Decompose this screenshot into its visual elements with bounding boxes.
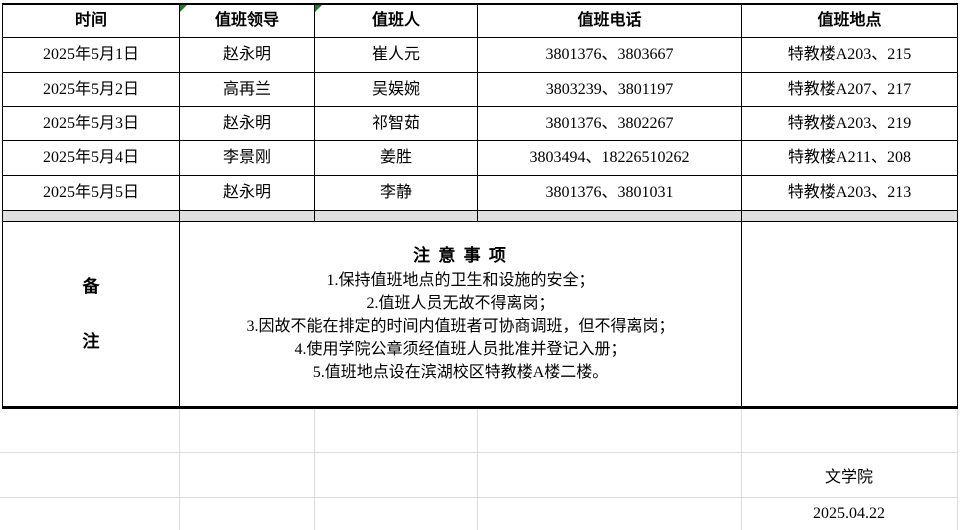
note-item-3: 3.因故不能在排定的时间内值班者可协商调班，但不得离岗；: [246, 318, 675, 335]
cell-leader[interactable]: 赵永明: [180, 107, 315, 141]
cell-person[interactable]: 姜胜: [315, 141, 478, 176]
cell-leader[interactable]: 赵永明: [180, 38, 315, 73]
remarks-empty-cell[interactable]: [742, 222, 958, 407]
cell-phone[interactable]: 3803239、3801197: [478, 73, 742, 107]
gridline-vertical: [477, 409, 478, 530]
gridline-horizontal: [0, 452, 958, 453]
cell-person[interactable]: 祁智茹: [315, 107, 478, 141]
notes-title: 注 意 事 项: [413, 246, 508, 265]
spacer-cell[interactable]: [3, 211, 180, 222]
issue-date-cell[interactable]: 2025.04.22: [741, 497, 957, 530]
cell-location[interactable]: 特教楼A203、215: [742, 38, 958, 73]
header-cell-phone[interactable]: 值班电话: [478, 5, 742, 38]
cell-date[interactable]: 2025年5月5日: [3, 176, 180, 211]
cell-location[interactable]: 特教楼A211、208: [742, 141, 958, 176]
cell-location[interactable]: 特教楼A203、219: [742, 107, 958, 141]
cell-phone[interactable]: 3801376、3803667: [478, 38, 742, 73]
spacer-cell[interactable]: [742, 211, 958, 222]
cell-date[interactable]: 2025年5月3日: [3, 107, 180, 141]
issuer-name: 文学院: [824, 468, 873, 486]
spacer-cell[interactable]: [180, 211, 315, 222]
gridline-vertical: [741, 409, 742, 530]
note-item-1: 1.保持值班地点的卫生和设施的安全；: [326, 272, 595, 289]
header-cell-time[interactable]: 时间: [3, 5, 180, 38]
remarks-label-char: 注: [82, 332, 100, 351]
cell-date[interactable]: 2025年5月1日: [3, 38, 180, 73]
cell-phone[interactable]: 3801376、3802267: [478, 107, 742, 141]
cell-date[interactable]: 2025年5月4日: [3, 141, 180, 176]
spacer-cell[interactable]: [315, 211, 478, 222]
header-cell-leader[interactable]: 值班领导: [180, 5, 315, 38]
duty-roster-table: 时间 值班领导 值班人 值班电话 值班地点 2025年5月1日 赵永明 崔人元 …: [2, 3, 958, 409]
cell-phone[interactable]: 3801376、3801031: [478, 176, 742, 211]
remarks-notes-cell[interactable]: 注 意 事 项 1.保持值班地点的卫生和设施的安全； 2.值班人员无故不得离岗；…: [180, 222, 742, 407]
cell-date[interactable]: 2025年5月2日: [3, 73, 180, 107]
cell-leader[interactable]: 高再兰: [180, 73, 315, 107]
cell-error-indicator-icon: [180, 5, 187, 12]
cell-error-indicator-icon: [315, 5, 322, 12]
cell-leader[interactable]: 李景刚: [180, 141, 315, 176]
issue-date: 2025.04.22: [813, 504, 885, 522]
cell-person[interactable]: 吴娱婉: [315, 73, 478, 107]
remarks-label-cell[interactable]: 备 注: [3, 222, 180, 407]
cell-leader[interactable]: 赵永明: [180, 176, 315, 211]
note-item-5: 5.值班地点设在滨湖校区特教楼A楼二楼。: [312, 364, 609, 381]
cell-location[interactable]: 特教楼A207、217: [742, 73, 958, 107]
remarks-label-char: 备: [82, 277, 100, 296]
header-label: 值班人: [371, 12, 420, 29]
cell-location[interactable]: 特教楼A203、213: [742, 176, 958, 211]
spacer-cell[interactable]: [478, 211, 742, 222]
header-cell-person[interactable]: 值班人: [315, 5, 478, 38]
gridline-vertical: [957, 409, 958, 530]
cell-phone[interactable]: 3803494、18226510262: [478, 141, 742, 176]
issuer-cell[interactable]: 文学院: [741, 452, 957, 497]
header-cell-location[interactable]: 值班地点: [742, 5, 958, 38]
cell-person[interactable]: 崔人元: [315, 38, 478, 73]
header-label: 值班领导: [214, 12, 279, 29]
gridline-vertical: [179, 409, 180, 530]
note-item-2: 2.值班人员无故不得离岗；: [366, 295, 555, 312]
cell-person[interactable]: 李静: [315, 176, 478, 211]
gridline-vertical: [314, 409, 315, 530]
gridline-horizontal: [0, 497, 958, 498]
note-item-4: 4.使用学院公章须经值班人员批准并登记入册；: [294, 341, 627, 358]
